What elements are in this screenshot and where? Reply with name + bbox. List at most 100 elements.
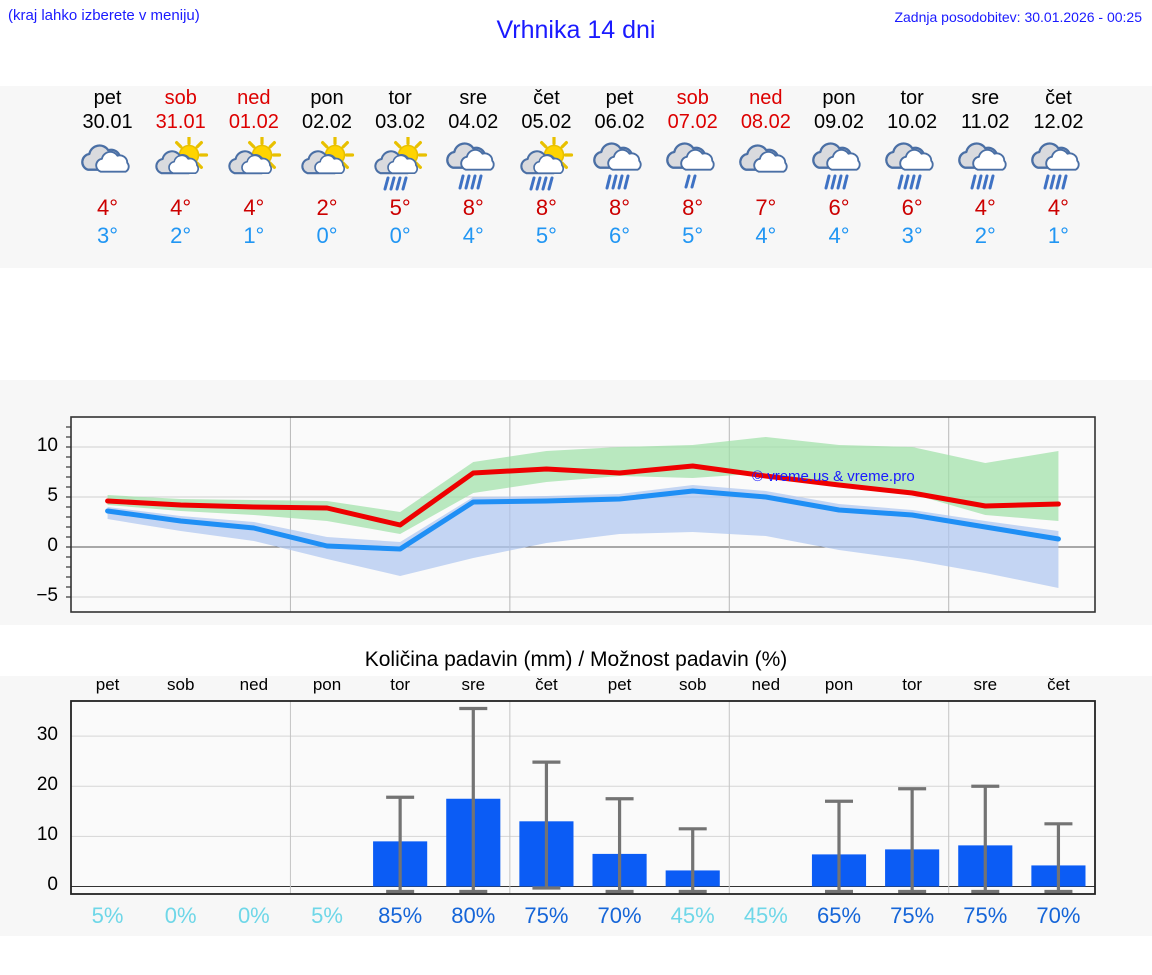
precipitation-probability: 0% [164, 903, 197, 928]
weather-icon-wrap [653, 136, 732, 194]
weather-icon-wrap [434, 136, 513, 194]
precipitation-day-label: pon [824, 675, 854, 694]
precipitation-day-label: pet [607, 675, 632, 694]
day-date: 05.02 [521, 111, 572, 133]
rain-icon [446, 142, 495, 190]
day-date: 02.02 [301, 111, 353, 133]
day-date: 04.02 [448, 111, 499, 133]
temp-min: 2° [974, 223, 996, 248]
precipitation-day-label: ned [239, 675, 269, 694]
temp-min: 6° [609, 223, 631, 248]
precipitation-probability: 75% [890, 903, 935, 928]
day-of-week: sre [459, 87, 488, 109]
temp-min: 0° [389, 223, 411, 248]
temp-max: 8° [609, 195, 631, 220]
temp-min: 0° [316, 223, 338, 248]
page-title: Vrhnika 14 dni [496, 16, 656, 44]
precipitation-probability: 85% [378, 903, 423, 928]
precipitation-probability: 70% [1036, 903, 1081, 928]
rain-icon [812, 142, 861, 190]
temp-max: 4° [97, 195, 119, 220]
temp-min: 4° [755, 223, 777, 248]
forecast-day-column: pon 09.02 6° 4° [800, 86, 879, 250]
forecast-day-column: tor 10.02 6° 3° [873, 86, 952, 250]
temp-min: 4° [828, 223, 850, 248]
cloudy-icon [739, 144, 788, 173]
temperature-chart [0, 380, 1152, 625]
weather-icon-wrap [68, 136, 147, 194]
weather-icon-wrap [946, 136, 1025, 194]
partly-sunny-icon [228, 137, 281, 175]
day-date: 11.02 [960, 111, 1010, 133]
rain-icon [592, 142, 642, 190]
forecast-day-column: tor 03.02 5° 0° [361, 86, 440, 250]
precipitation-day-label: tor [390, 675, 411, 694]
temperature-y-tick: 10 [36, 435, 58, 456]
weather-icon-wrap [873, 136, 952, 194]
partly-sunny-icon [301, 137, 355, 175]
temp-max: 8° [682, 195, 704, 220]
weather-icon-wrap [1019, 136, 1098, 194]
precipitation-probability: 75% [524, 903, 569, 928]
light-rain-icon [665, 142, 715, 189]
precipitation-day-label: sob [678, 675, 707, 694]
precipitation-probability: 5% [311, 903, 343, 928]
day-date: 31.01 [155, 111, 206, 133]
forecast-day-column: čet 05.02 8° 5° [507, 86, 586, 250]
weather-icon-wrap [141, 136, 220, 194]
temp-min: 1° [1047, 223, 1069, 248]
precipitation-day-label: pet [95, 675, 120, 694]
day-date: 09.02 [813, 111, 865, 133]
temp-min: 4° [462, 223, 484, 248]
rain-icon [958, 142, 1007, 190]
temp-max: 4° [974, 195, 996, 220]
temp-min: 1° [243, 223, 265, 248]
weather-icon-wrap [580, 136, 659, 194]
day-of-week: tor [900, 87, 924, 109]
forecast-strip: pet 30.01 4° 3° sob 31.01 4° 2° ned 01.02 4° 1° p… [0, 86, 1152, 268]
precipitation-probability: 65% [816, 903, 862, 928]
precipitation-plot [70, 700, 1096, 895]
temp-max: 5° [389, 195, 411, 220]
weather-icon-wrap [507, 136, 586, 194]
precipitation-probability: 5% [91, 903, 124, 928]
precipitation-probability: 70% [597, 903, 642, 928]
precipitation-probability: 75% [963, 903, 1008, 928]
forecast-day-column: pon 02.02 2° 0° [288, 86, 367, 250]
precipitation-chart-title: Količina padavin (mm) / Možnost padavin … [364, 648, 788, 671]
precipitation-day-label: sob [166, 675, 195, 694]
forecast-day-column: sre 04.02 8° 4° [434, 86, 513, 250]
forecast-day-column: pet 06.02 8° 6° [580, 86, 659, 250]
precipitation-day-label: ned [751, 675, 781, 694]
day-date: 01.02 [228, 111, 279, 133]
temp-min: 3° [901, 223, 923, 248]
day-date: 30.01 [82, 111, 133, 133]
precipitation-probability: 80% [451, 903, 496, 928]
weather-icon-wrap [214, 136, 293, 194]
precipitation-y-tick: 20 [36, 774, 58, 796]
cloudy-icon [80, 144, 130, 173]
day-date: 12.02 [1033, 111, 1084, 133]
partly-sunny-icon [155, 137, 208, 175]
weather-icon-wrap [288, 136, 367, 194]
day-date: 03.02 [375, 111, 426, 133]
precipitation-day-label: sre [973, 675, 998, 694]
day-of-week: sre [971, 87, 1000, 109]
weather-icon-wrap [361, 136, 440, 194]
day-of-week: tor [388, 87, 412, 109]
temp-min: 2° [170, 223, 192, 248]
sun-rain-icon [374, 137, 428, 191]
temp-min: 3° [97, 223, 119, 248]
day-date: 06.02 [594, 111, 645, 133]
day-of-week: pon [822, 87, 856, 109]
menu-hint: (kraj lahko izberete v meniju) [8, 7, 200, 24]
forecast-day-column: pet 30.01 4° 3° [68, 86, 147, 250]
temp-max: 6° [828, 195, 850, 220]
temp-min: 5° [682, 223, 704, 248]
forecast-day-column: sre 11.02 4° 2° [946, 86, 1025, 250]
day-of-week: pet [93, 87, 122, 109]
forecast-day-column: ned 01.02 4° 1° [214, 86, 293, 250]
day-of-week: čet [1045, 87, 1072, 109]
temp-max: 4° [243, 195, 265, 220]
weather-icon-wrap [726, 136, 805, 194]
